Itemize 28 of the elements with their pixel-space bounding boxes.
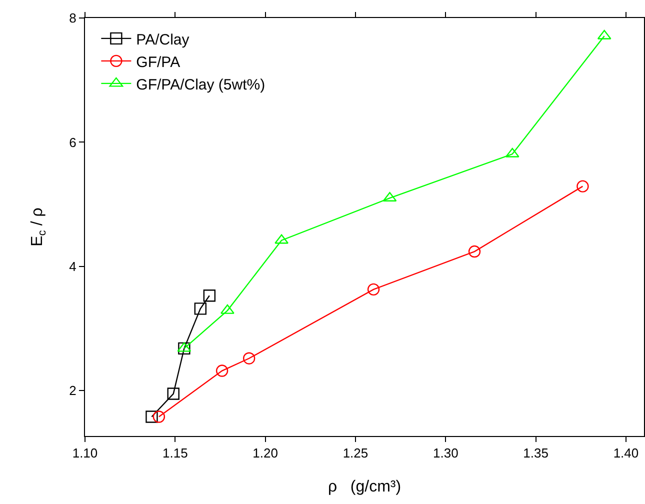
point	[146, 410, 158, 423]
point	[220, 304, 234, 314]
x-tick-label: 1.30	[432, 446, 458, 461]
y-tick-label: 8	[69, 10, 76, 26]
point	[274, 234, 288, 244]
x-tick-label: 1.40	[613, 446, 639, 461]
point	[367, 283, 380, 296]
point	[242, 352, 256, 364]
legend-label: GF/PA/Clay (5wt%)	[136, 76, 266, 94]
point	[167, 388, 180, 400]
point	[468, 245, 481, 258]
x-tick-label: 1.15	[162, 446, 188, 461]
point	[576, 180, 589, 192]
point	[178, 342, 190, 355]
point	[216, 364, 228, 377]
x-tick-label: 1.25	[342, 446, 368, 461]
point	[152, 410, 166, 423]
legend-label: GF/PA	[136, 54, 180, 71]
y-tick-label: 2	[69, 383, 76, 398]
x-tick-label: 1.20	[252, 446, 278, 461]
x-axis-title: ρ (g/cm³)	[328, 478, 402, 496]
x-tick-label: 1.10	[72, 446, 98, 461]
y-tick-label: 4	[69, 258, 76, 274]
y-tick-label: 6	[69, 134, 76, 150]
point	[203, 290, 216, 302]
point	[194, 302, 207, 315]
legend-label: PA/Clay	[136, 31, 190, 48]
x-tick-label: 1.35	[523, 446, 548, 461]
